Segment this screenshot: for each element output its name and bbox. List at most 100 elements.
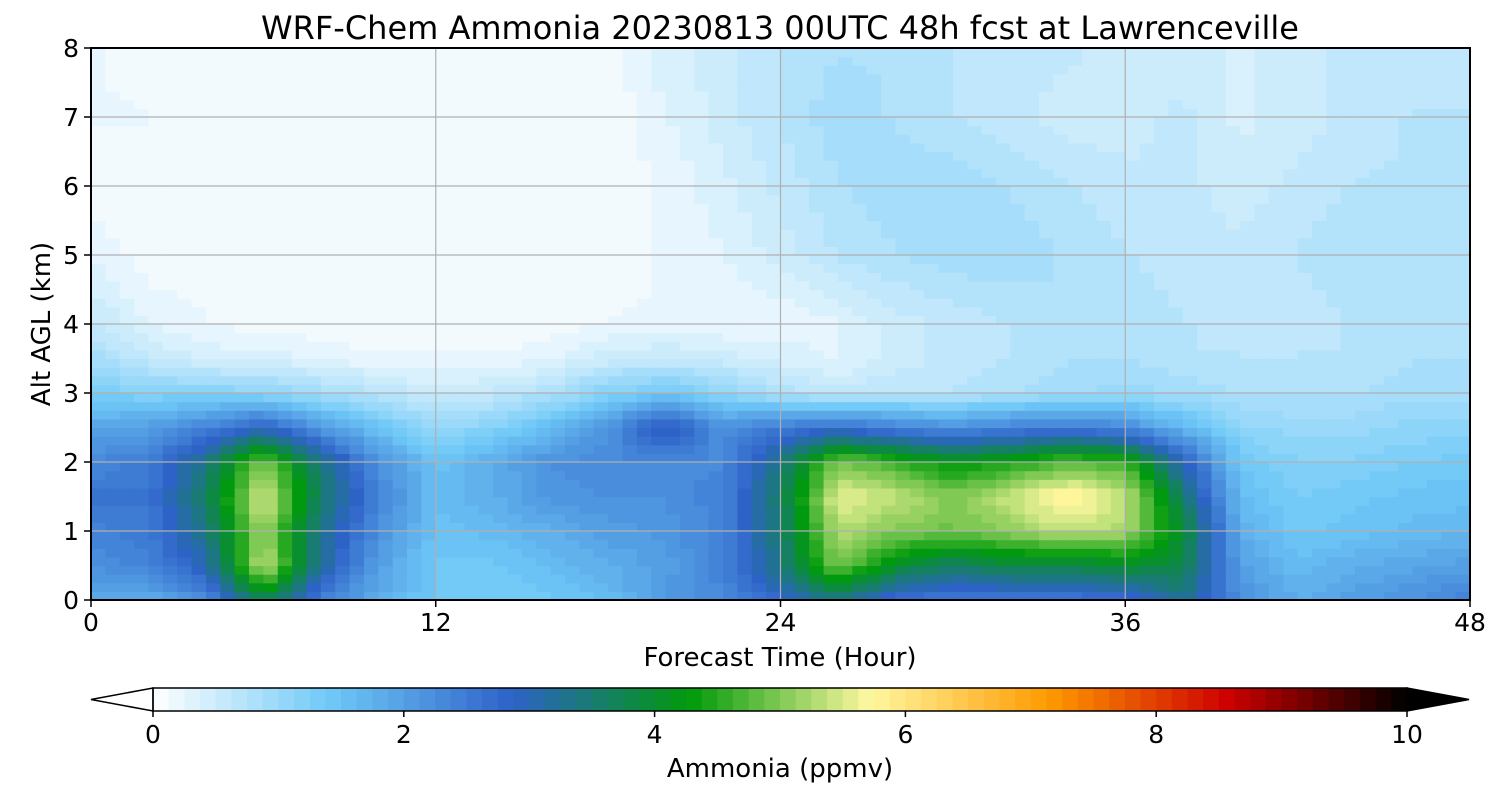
heatmap-cell [249, 203, 264, 213]
heatmap-cell [981, 298, 997, 308]
heatmap-cell [579, 229, 595, 239]
heatmap-cell [1139, 487, 1155, 498]
heatmap-cell [1211, 324, 1227, 334]
heatmap-cell [464, 531, 480, 541]
heatmap-cell [1326, 384, 1342, 394]
heatmap-cell [1139, 237, 1155, 247]
heatmap-cell [565, 410, 580, 420]
heatmap-cell [622, 384, 638, 394]
heatmap-cell [177, 410, 193, 420]
heatmap-cell [1024, 444, 1040, 454]
heatmap-cell [679, 280, 695, 291]
heatmap-cell [205, 574, 221, 584]
heatmap-cell [967, 375, 983, 385]
heatmap-cell [723, 384, 738, 394]
heatmap-cell [636, 462, 652, 472]
heatmap-cell [622, 263, 638, 273]
heatmap-cell [622, 462, 638, 472]
heatmap-cell [349, 367, 365, 377]
heatmap-cell [1369, 539, 1385, 549]
heatmap-cell [1211, 375, 1227, 385]
heatmap-cell [521, 246, 537, 256]
heatmap-cell [952, 393, 968, 403]
heatmap-cell [636, 280, 652, 291]
heatmap-cell [938, 332, 954, 342]
heatmap-cell [1067, 375, 1083, 385]
heatmap-cell [952, 237, 968, 247]
heatmap-cell [378, 289, 394, 299]
heatmap-cell [148, 444, 164, 454]
heatmap-cell [435, 393, 451, 403]
heatmap-cell [421, 556, 437, 567]
heatmap-cell [981, 436, 997, 446]
heatmap-cell [306, 151, 322, 161]
heatmap-cell [1283, 332, 1299, 342]
heatmap-cell [809, 237, 825, 247]
heatmap-cell [1297, 531, 1313, 541]
heatmap-cell [1139, 315, 1155, 325]
heatmap-cell [1153, 384, 1169, 394]
heatmap-cell [1383, 410, 1399, 420]
heatmap-cell [565, 237, 580, 247]
heatmap-cell [565, 358, 580, 368]
heatmap-cell [809, 462, 825, 472]
heatmap-cell [636, 591, 652, 600]
heatmap-cell [234, 237, 250, 247]
heatmap-cell [1225, 237, 1241, 247]
heatmap-cell [1039, 203, 1055, 213]
heatmap-cell [881, 229, 897, 239]
heatmap-cell [1168, 203, 1184, 213]
heatmap-cell [636, 582, 652, 592]
heatmap-cell [593, 462, 609, 472]
heatmap-cell [1369, 565, 1385, 575]
heatmap-cell [909, 289, 925, 299]
heatmap-cell [737, 444, 753, 454]
heatmap-cell [1082, 237, 1098, 247]
heatmap-cell [679, 160, 695, 170]
heatmap-cell [967, 358, 983, 368]
heatmap-cell [1182, 479, 1198, 489]
heatmap-cell [349, 298, 365, 308]
heatmap-cell [1297, 298, 1313, 308]
heatmap-cell [234, 565, 250, 575]
heatmap-cell [1024, 332, 1040, 342]
heatmap-cell [1412, 246, 1428, 256]
heatmap-cell [794, 289, 810, 299]
heatmap-cell [1398, 522, 1414, 532]
heatmap-cell [651, 315, 667, 325]
heatmap-cell [809, 582, 825, 592]
heatmap-cell [895, 367, 911, 377]
heatmap-cell [895, 548, 911, 558]
heatmap-cell [809, 522, 825, 532]
heatmap-cell [1398, 349, 1414, 360]
heatmap-cell [895, 375, 911, 385]
heatmap-cell [263, 349, 279, 360]
heatmap-cell [320, 427, 336, 437]
heatmap-cell [1067, 280, 1083, 291]
heatmap-cell [1311, 315, 1327, 325]
heatmap-cell [593, 177, 609, 187]
heatmap-cell [995, 496, 1011, 506]
heatmap-cell [1153, 487, 1169, 498]
heatmap-cell [550, 194, 566, 204]
heatmap-cell [507, 358, 523, 368]
heatmap-cell [651, 246, 667, 256]
heatmap-cell [507, 246, 523, 256]
heatmap-cell [1254, 280, 1270, 291]
heatmap-cell [665, 375, 681, 385]
heatmap-cell [651, 384, 667, 394]
heatmap-cell [737, 151, 753, 161]
heatmap-cell [737, 436, 753, 446]
heatmap-cell [967, 436, 983, 446]
heatmap-cell [521, 470, 537, 480]
heatmap-cell [263, 591, 279, 600]
heatmap-cell [852, 298, 868, 308]
heatmap-cell [162, 487, 178, 498]
heatmap-cell [1398, 496, 1414, 506]
heatmap-cell [909, 531, 925, 541]
heatmap-cell [536, 539, 552, 549]
heatmap-cell [1268, 582, 1284, 592]
heatmap-cell [1355, 479, 1371, 489]
heatmap-cell [306, 358, 322, 368]
heatmap-cell [1053, 220, 1069, 230]
